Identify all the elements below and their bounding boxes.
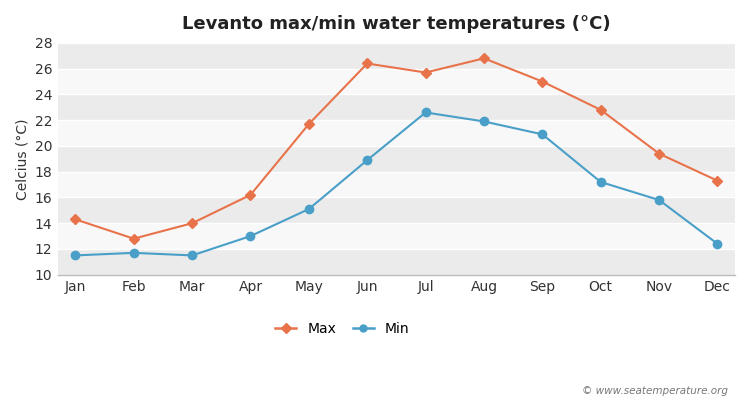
Max [188,221,196,226]
Text: © www.seatemperature.org: © www.seatemperature.org [581,386,728,396]
Max [713,178,722,183]
Bar [58,249,735,275]
Legend: Max, Min: Max, Min [270,316,415,342]
Bar [58,120,735,146]
Line: Max: Max [72,55,721,242]
Min [363,158,372,162]
Min [188,253,196,258]
Max [129,236,138,241]
Max [655,151,664,156]
Bar [58,223,735,249]
Max [246,192,255,197]
Max [363,61,372,66]
Min [655,198,664,202]
Bar [58,69,735,94]
Min [421,110,430,115]
Max [70,217,80,222]
Min [129,250,138,255]
Min [596,180,605,184]
Max [479,56,488,61]
Bar [58,172,735,198]
Max [421,70,430,75]
Bar [58,146,735,172]
Min [304,207,313,212]
Bar [58,43,735,69]
Bar [58,198,735,223]
Min [479,119,488,124]
Title: Levanto max/min water temperatures (°C): Levanto max/min water temperatures (°C) [182,15,610,33]
Bar [58,94,735,120]
Min [713,242,722,246]
Y-axis label: Celcius (°C): Celcius (°C) [15,118,29,200]
Max [596,108,605,112]
Min [70,253,80,258]
Min [538,132,547,137]
Max [538,79,547,84]
Max [304,122,313,126]
Line: Min: Min [71,108,722,260]
Min [246,234,255,238]
